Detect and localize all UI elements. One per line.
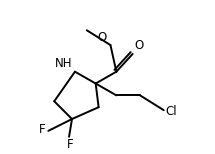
Text: O: O: [134, 39, 143, 53]
Text: F: F: [67, 138, 74, 151]
Text: O: O: [98, 31, 107, 44]
Text: Cl: Cl: [165, 105, 177, 118]
Text: NH: NH: [54, 57, 72, 70]
Text: F: F: [39, 123, 45, 136]
